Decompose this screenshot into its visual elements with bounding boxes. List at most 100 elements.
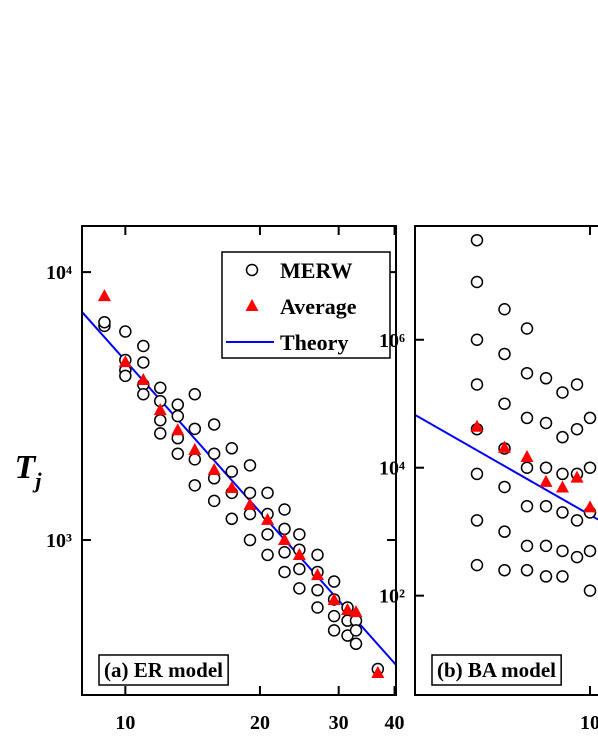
- panel-title: (a) ER model: [104, 658, 223, 682]
- point: [327, 609, 341, 623]
- average-point: [327, 593, 341, 606]
- point: [556, 506, 569, 519]
- point: [225, 465, 239, 478]
- point: [498, 397, 511, 410]
- average-point: [261, 512, 275, 525]
- point: [278, 503, 291, 516]
- point: [154, 413, 167, 427]
- average-point: [278, 533, 292, 546]
- point: [520, 499, 534, 513]
- point: [539, 570, 553, 583]
- point: [188, 422, 202, 436]
- point: [470, 333, 484, 347]
- average-point: [153, 403, 167, 416]
- legend-label: Average: [280, 294, 357, 319]
- point: [583, 544, 597, 558]
- point: [327, 575, 341, 588]
- point: [570, 514, 584, 527]
- y-tick-label: 10⁶: [379, 330, 405, 352]
- point: [470, 378, 484, 391]
- legend-label: Theory: [280, 330, 348, 355]
- point: [311, 583, 324, 597]
- point: [556, 467, 569, 481]
- point: [583, 584, 597, 597]
- point: [327, 624, 341, 637]
- y-tick-label: 10⁴: [46, 262, 72, 284]
- point: [243, 459, 257, 472]
- point: [137, 356, 150, 369]
- point: [188, 453, 202, 466]
- point: [539, 461, 553, 474]
- x-tick-label: 10: [115, 712, 135, 734]
- point: [293, 582, 306, 595]
- point: [520, 411, 534, 425]
- theory-line: [415, 413, 598, 521]
- panel-title: (b) BA model: [437, 658, 556, 682]
- point: [278, 565, 291, 579]
- point: [470, 233, 484, 247]
- point: [119, 325, 132, 338]
- x-tick-label: 40: [385, 712, 405, 734]
- average-point: [498, 440, 512, 453]
- point: [154, 381, 167, 395]
- point: [243, 486, 257, 500]
- point: [556, 430, 569, 444]
- point: [539, 372, 553, 385]
- point: [278, 522, 291, 536]
- legend-marker: [245, 299, 259, 311]
- x-tick-label: 20: [250, 712, 270, 734]
- point: [498, 347, 511, 361]
- point: [470, 558, 484, 572]
- point: [225, 512, 239, 526]
- point: [137, 388, 150, 401]
- point: [349, 637, 363, 651]
- average-point: [341, 603, 355, 616]
- point: [293, 562, 306, 576]
- panel: 10 20 30 40 10³ 10⁴ Tj (a) ER model MERW Average T…: [15, 225, 405, 734]
- point: [570, 422, 584, 436]
- point: [520, 322, 534, 335]
- y-axis-label-main: T: [15, 449, 37, 486]
- average-point: [243, 497, 257, 510]
- point: [261, 528, 274, 541]
- point: [349, 624, 363, 637]
- point: [520, 366, 534, 380]
- legend-marker: [245, 263, 259, 277]
- y-tick-label: 10²: [379, 586, 405, 608]
- point: [261, 548, 274, 562]
- point: [311, 548, 324, 562]
- average-point: [311, 568, 325, 581]
- average-point: [520, 450, 534, 463]
- point: [171, 409, 185, 423]
- average-point: [349, 605, 363, 618]
- y-tick-label: 10⁴: [379, 458, 405, 480]
- plot-area: [415, 233, 598, 597]
- average-point: [171, 423, 185, 436]
- point: [539, 499, 553, 513]
- point: [171, 398, 185, 411]
- point: [207, 447, 221, 460]
- panel: 10 10² 10⁴ 10⁶ (b) BA model: [379, 225, 598, 734]
- plot-area: [82, 289, 396, 678]
- average-point: [539, 474, 553, 487]
- average-point: [207, 463, 221, 476]
- average-point: [225, 481, 239, 494]
- point: [556, 544, 569, 558]
- x-tick-label: 10: [580, 712, 598, 734]
- point: [570, 378, 584, 391]
- point: [470, 514, 484, 527]
- point: [188, 479, 202, 492]
- average-point: [371, 665, 385, 678]
- point: [498, 480, 511, 494]
- point: [498, 525, 511, 538]
- point: [137, 339, 150, 353]
- point: [498, 563, 511, 577]
- average-point: [118, 355, 132, 368]
- axes-frame: [81, 225, 397, 696]
- legend-label: MERW: [280, 258, 353, 283]
- point: [154, 427, 167, 440]
- point: [207, 494, 221, 508]
- point: [243, 507, 257, 521]
